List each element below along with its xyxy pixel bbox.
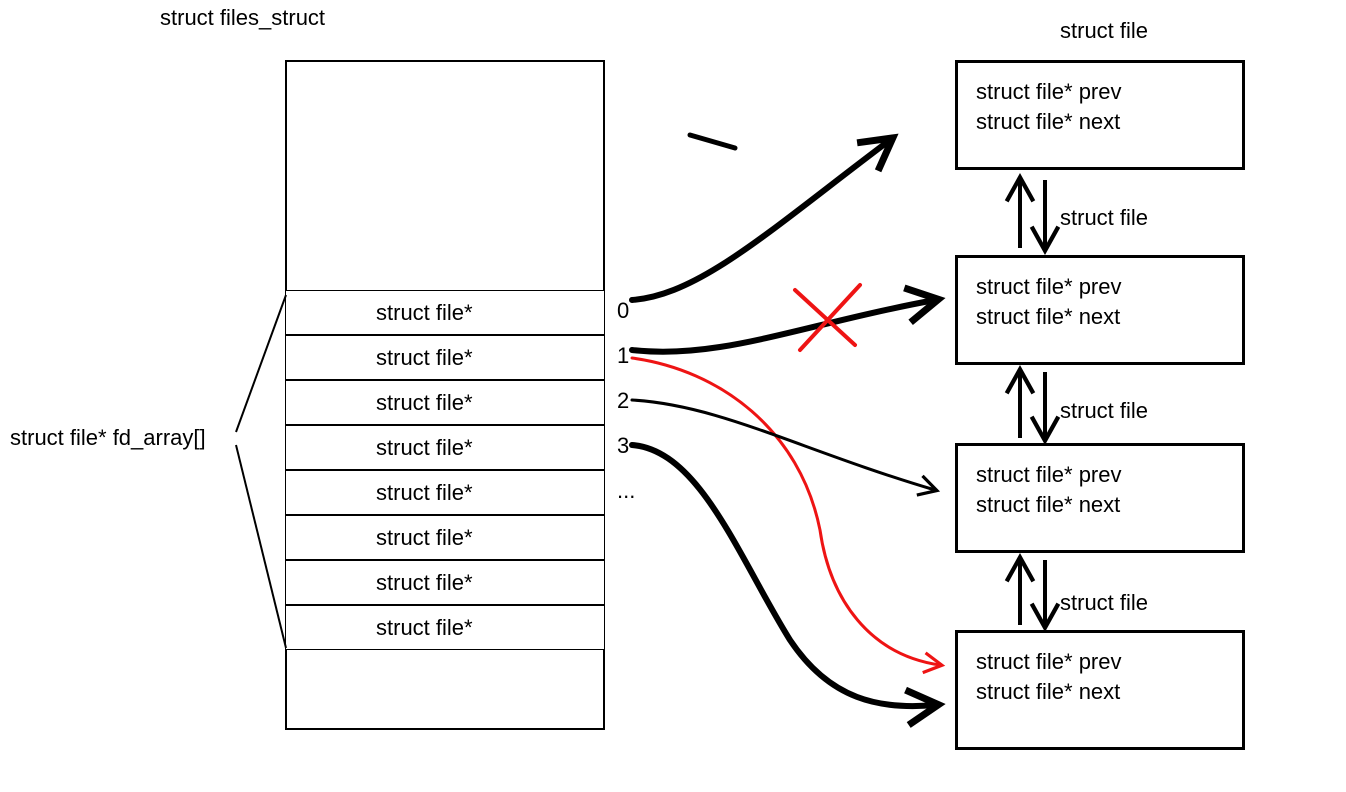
file-node-box: struct file* prev struct file* next [955,255,1245,365]
fd-array-row: struct file* [285,605,605,650]
fd-index: 0 [617,298,629,324]
file-node-box: struct file* prev struct file* next [955,630,1245,750]
fd-index: 2 [617,388,629,414]
red-x-stroke1 [795,290,855,345]
arrow0-tail-mark [690,135,735,148]
bracket-line-top [236,295,286,432]
file-node-next: struct file* next [976,304,1224,330]
arrow-fd1-red-to-file3 [632,358,940,665]
bracket-line-bottom [236,445,286,648]
file-node-title: struct file [1060,398,1148,424]
fd-array-row: struct file* [285,515,605,560]
fd-array-label: struct file* fd_array[] [10,425,206,451]
arrow-fd3-to-file3 [632,445,935,706]
file-node-title: struct file [1060,18,1148,44]
file-node-next: struct file* next [976,109,1224,135]
fd-array-row: struct file* [285,380,605,425]
arrow-fd0-to-file0 [632,140,890,300]
file-node-prev: struct file* prev [976,462,1224,488]
file-node-next: struct file* next [976,492,1224,518]
fd-array-row: struct file* [285,560,605,605]
file-node-prev: struct file* prev [976,79,1224,105]
fd-array-row: struct file* [285,335,605,380]
arrow-fd2-to-file2 [632,400,935,490]
fd-index: 3 [617,433,629,459]
file-node-prev: struct file* prev [976,649,1224,675]
file-node-prev: struct file* prev [976,274,1224,300]
file-node-box: struct file* prev struct file* next [955,443,1245,553]
arrow-fd1-to-file1 [632,300,935,352]
fd-index: ... [617,478,635,504]
fd-array-row: struct file* [285,290,605,335]
file-node-title: struct file [1060,590,1148,616]
title-files-struct: struct files_struct [160,5,325,31]
fd-index: 1 [617,343,629,369]
red-x-stroke2 [800,285,860,350]
file-node-title: struct file [1060,205,1148,231]
fd-array-row: struct file* [285,470,605,515]
fd-array-row: struct file* [285,425,605,470]
file-node-box: struct file* prev struct file* next [955,60,1245,170]
file-node-next: struct file* next [976,679,1224,705]
